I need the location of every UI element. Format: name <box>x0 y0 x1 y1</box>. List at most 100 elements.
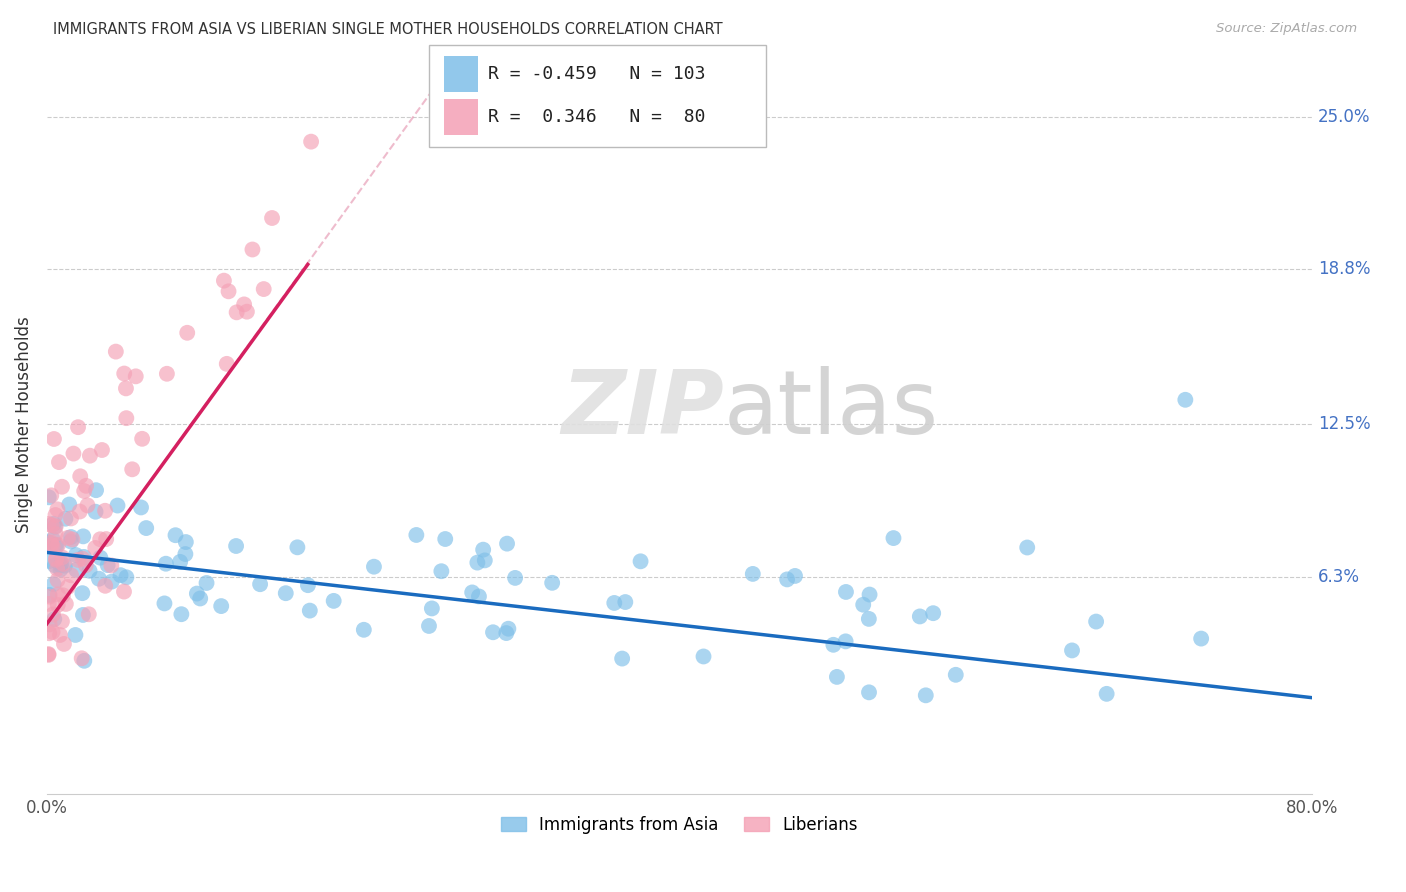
Point <box>630 554 652 568</box>
Point <box>79 449 101 463</box>
Point <box>496 536 519 550</box>
Point <box>46 587 69 601</box>
Point <box>405 528 427 542</box>
Text: ZIP: ZIP <box>561 366 724 453</box>
Point <box>474 553 496 567</box>
Point <box>834 634 856 648</box>
Point <box>75 558 97 573</box>
Point <box>233 297 256 311</box>
Point <box>91 442 114 457</box>
Point <box>434 532 457 546</box>
Point <box>125 369 148 384</box>
Point <box>75 479 97 493</box>
Point <box>692 649 714 664</box>
Point <box>38 554 60 568</box>
Point <box>84 505 107 519</box>
Point <box>165 528 187 542</box>
Point <box>858 685 880 699</box>
Point <box>52 637 75 651</box>
Point <box>89 550 111 565</box>
Point <box>236 304 259 318</box>
Point <box>44 558 66 573</box>
Point <box>186 586 208 600</box>
Point <box>42 540 65 554</box>
Point <box>49 558 72 573</box>
Point <box>45 540 67 554</box>
Point <box>77 607 100 622</box>
Point <box>41 625 63 640</box>
Point <box>42 516 65 531</box>
Point <box>72 586 94 600</box>
Point <box>89 533 111 547</box>
Point <box>852 598 875 612</box>
Point <box>776 573 799 587</box>
Point <box>38 590 60 604</box>
Point <box>53 558 76 573</box>
Point <box>835 585 858 599</box>
Point <box>69 504 91 518</box>
Point <box>60 568 83 582</box>
Point <box>49 628 72 642</box>
Point <box>188 591 211 606</box>
Point <box>72 551 94 566</box>
Point <box>461 585 484 599</box>
Point <box>59 530 82 544</box>
Point <box>297 578 319 592</box>
Point <box>467 556 489 570</box>
Point <box>858 612 880 626</box>
Point <box>169 555 191 569</box>
Point <box>495 626 517 640</box>
Point <box>610 651 633 665</box>
Point <box>541 575 564 590</box>
Point <box>39 535 62 549</box>
Point <box>287 541 309 555</box>
Point <box>825 670 848 684</box>
Point <box>76 499 98 513</box>
Text: 12.5%: 12.5% <box>1319 416 1371 434</box>
Point <box>322 594 344 608</box>
Point <box>468 590 491 604</box>
Point <box>42 432 65 446</box>
Point <box>1095 687 1118 701</box>
Point <box>55 512 77 526</box>
Point <box>104 344 127 359</box>
Point <box>67 420 90 434</box>
Point <box>45 527 67 541</box>
Point <box>49 562 72 576</box>
Point <box>299 135 322 149</box>
Point <box>914 689 936 703</box>
Point <box>1060 643 1083 657</box>
Point <box>37 647 59 661</box>
Point <box>131 432 153 446</box>
Point <box>783 569 806 583</box>
Point <box>42 533 65 547</box>
Point <box>353 623 375 637</box>
Point <box>260 211 283 225</box>
Point <box>56 531 79 545</box>
Point <box>503 571 526 585</box>
Point <box>174 547 197 561</box>
Text: R = -0.459   N = 103: R = -0.459 N = 103 <box>488 65 706 83</box>
Point <box>174 535 197 549</box>
Point <box>363 559 385 574</box>
Point <box>100 574 122 589</box>
Point <box>84 541 107 555</box>
Point <box>65 563 87 577</box>
Point <box>69 469 91 483</box>
Point <box>48 455 70 469</box>
Point <box>603 596 626 610</box>
Point <box>472 542 495 557</box>
Point <box>87 572 110 586</box>
Point <box>945 668 967 682</box>
Point <box>66 553 89 567</box>
Point <box>298 604 321 618</box>
Point <box>62 533 84 547</box>
Point <box>46 573 69 587</box>
Point <box>115 570 138 584</box>
Point <box>39 488 62 502</box>
Point <box>73 654 96 668</box>
Point <box>42 577 65 591</box>
Point <box>73 483 96 498</box>
Point <box>135 521 157 535</box>
Point <box>195 576 218 591</box>
